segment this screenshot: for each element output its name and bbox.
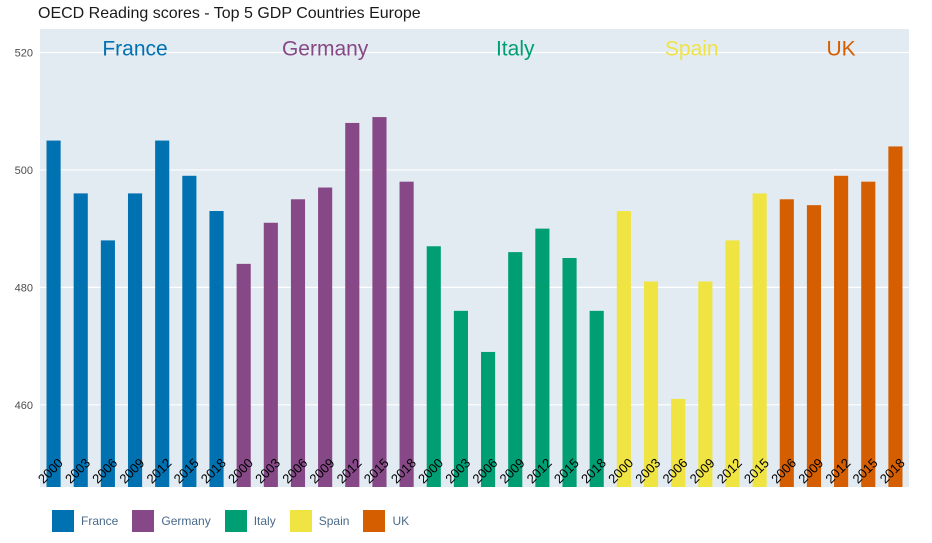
legend-label: Germany <box>161 514 211 528</box>
bar <box>182 175 197 488</box>
bar <box>318 187 333 488</box>
bar <box>127 193 143 487</box>
y-tick-label: 460 <box>15 400 33 412</box>
bar <box>453 310 468 487</box>
bar <box>236 263 251 487</box>
bar <box>481 351 496 487</box>
bar <box>535 228 550 487</box>
y-tick-label: 500 <box>15 165 33 177</box>
bar <box>263 222 278 487</box>
plot-background <box>40 29 909 487</box>
group-label: France <box>102 37 167 60</box>
bar <box>643 281 659 487</box>
bar <box>155 140 170 488</box>
bar <box>46 140 61 488</box>
bar <box>399 181 414 487</box>
bar <box>779 199 794 488</box>
bar <box>508 252 523 487</box>
bar <box>73 193 88 487</box>
bar <box>834 175 849 488</box>
bar <box>725 240 740 487</box>
bar <box>209 211 224 487</box>
legend-item[interactable]: Italy <box>224 510 276 532</box>
bar <box>290 199 306 488</box>
y-tick-label: 520 <box>15 47 33 59</box>
bar <box>616 211 631 487</box>
bar <box>698 281 713 487</box>
legend-item[interactable]: Spain <box>289 510 350 532</box>
group-label: Germany <box>282 37 369 60</box>
legend-label: UK <box>392 514 410 528</box>
legend-swatch <box>52 510 74 532</box>
legend-swatch <box>289 510 312 532</box>
group-label: Italy <box>496 37 535 60</box>
group-label: UK <box>827 37 856 60</box>
bar <box>671 398 686 487</box>
bar <box>426 246 441 487</box>
bar <box>752 193 767 487</box>
legend-label: Italy <box>253 514 276 528</box>
bar <box>372 117 387 488</box>
legend-swatch <box>224 510 247 532</box>
bar <box>888 146 903 487</box>
bar <box>562 258 577 487</box>
legend-item[interactable]: UK <box>363 510 409 532</box>
chart-title: OECD Reading scores - Top 5 GDP Countrie… <box>38 5 421 22</box>
y-tick-label: 480 <box>15 282 33 294</box>
legend-item[interactable]: Germany <box>132 510 211 532</box>
legend-item[interactable]: France <box>52 510 118 532</box>
bar <box>861 181 876 487</box>
bar <box>100 240 115 487</box>
bar <box>345 122 360 487</box>
bar <box>806 205 822 487</box>
group-label: Spain <box>665 37 719 60</box>
legend-swatch <box>363 510 386 532</box>
legend: France Germany Italy Spain UK <box>52 510 423 532</box>
legend-label: Spain <box>318 514 350 528</box>
legend-label: France <box>81 514 119 528</box>
bar <box>589 310 604 487</box>
legend-swatch <box>132 510 155 532</box>
